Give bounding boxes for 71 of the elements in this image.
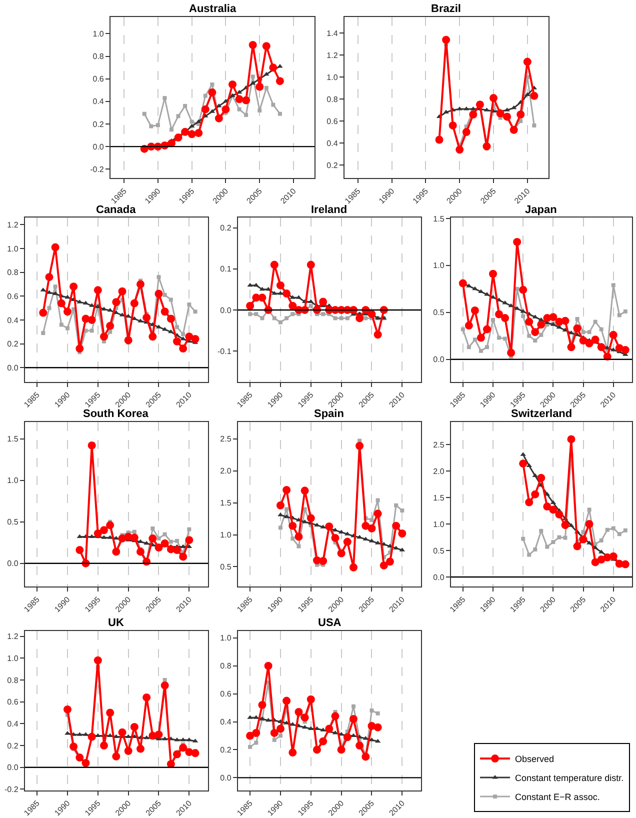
- y-tick-label: 0.6: [7, 292, 19, 301]
- y-tick-label: 0.2: [220, 746, 232, 755]
- y-tick-label: 0.2: [326, 160, 338, 170]
- y-tick-label: 1.0: [326, 72, 338, 82]
- y-tick-label: 0.6: [326, 116, 338, 126]
- y-tick-label: 0.4: [92, 97, 104, 106]
- y-tick-label: -0.2: [4, 784, 19, 794]
- y-tick-label: 1.5: [7, 434, 19, 444]
- y-tick-label: 0.0: [220, 774, 232, 782]
- chart-title: Ireland: [311, 204, 348, 216]
- y-tick-label: 2.0: [433, 466, 445, 476]
- y-tick-label: 0.2: [7, 340, 19, 349]
- y-tick-label: 2.5: [220, 434, 232, 444]
- y-tick-label: 1.0: [7, 654, 19, 663]
- chart-title: UK: [108, 617, 124, 629]
- y-tick-label: 0.8: [326, 94, 338, 104]
- y-tick-label: 0.8: [7, 676, 19, 685]
- chart-title: Australia: [189, 3, 237, 15]
- y-tick-label: 0.4: [7, 719, 19, 728]
- y-tick-label: 0.6: [7, 698, 19, 707]
- legend-label: Constant temperature distr.: [515, 773, 624, 784]
- y-tick-label: 0.5: [433, 308, 445, 318]
- chart-title: Switzerland: [511, 408, 572, 420]
- y-tick-label: 2.5: [433, 440, 445, 450]
- y-tick-label: 0.2: [7, 741, 19, 750]
- y-tick-label: 1.5: [220, 498, 232, 508]
- y-tick-label: 0.2: [92, 120, 104, 129]
- y-tick-label: 0.6: [220, 690, 232, 699]
- chart-title: USA: [318, 617, 342, 629]
- y-tick-label: 1.2: [7, 632, 19, 642]
- y-tick-label: 1.5: [433, 214, 445, 224]
- chart-title: Spain: [314, 408, 344, 420]
- y-tick-label: 1.0: [220, 634, 232, 643]
- y-tick-label: 0.0: [220, 306, 232, 315]
- y-tick-label: 2.0: [220, 466, 232, 476]
- y-tick-label: 0.0: [7, 559, 19, 568]
- chart-title: Japan: [525, 204, 558, 216]
- y-tick-label: -0.2: [90, 164, 104, 174]
- legend-label: Constant E−R assoc.: [515, 792, 600, 802]
- y-tick-label: 0.0: [433, 355, 445, 364]
- chart-title: Brazil: [431, 3, 461, 15]
- y-tick-label: 0.0: [433, 572, 445, 582]
- y-tick-label: 0.8: [7, 268, 19, 278]
- y-tick-label: 0.5: [7, 518, 19, 527]
- y-tick-label: 0.0: [92, 142, 104, 152]
- y-tick-label: 1.0: [433, 261, 445, 270]
- y-tick-label: 0.1: [220, 264, 232, 274]
- y-tick-label: 0.4: [220, 718, 232, 727]
- chart-title: South Korea: [83, 408, 150, 420]
- y-tick-label: 1.0: [220, 530, 232, 540]
- y-tick-label: 1.0: [7, 244, 19, 254]
- y-tick-label: 1.2: [7, 220, 19, 230]
- y-tick-label: 0.8: [220, 662, 232, 671]
- legend-label: Observed: [515, 754, 554, 764]
- y-tick-label: 1.2: [326, 51, 338, 60]
- y-tick-label: 1.0: [433, 520, 445, 529]
- y-tick-label: 0.0: [7, 763, 19, 772]
- y-tick-label: 0.5: [433, 546, 445, 556]
- y-tick-label: 0.5: [220, 562, 232, 572]
- y-tick-label: 1.0: [7, 476, 19, 486]
- y-tick-label: 1.5: [433, 493, 445, 502]
- y-tick-label: 1.0: [92, 30, 104, 39]
- y-tick-label: 1.4: [326, 29, 338, 38]
- y-tick-label: 0.4: [7, 316, 19, 325]
- y-tick-label: 0.6: [92, 74, 104, 84]
- chart-title: Canada: [96, 204, 137, 216]
- y-tick-label: 0.2: [220, 224, 232, 233]
- y-tick-label: 0.4: [326, 138, 338, 148]
- y-tick-label: 0.8: [92, 52, 104, 62]
- y-tick-label: -0.1: [217, 346, 232, 356]
- y-tick-label: 0.0: [7, 363, 19, 372]
